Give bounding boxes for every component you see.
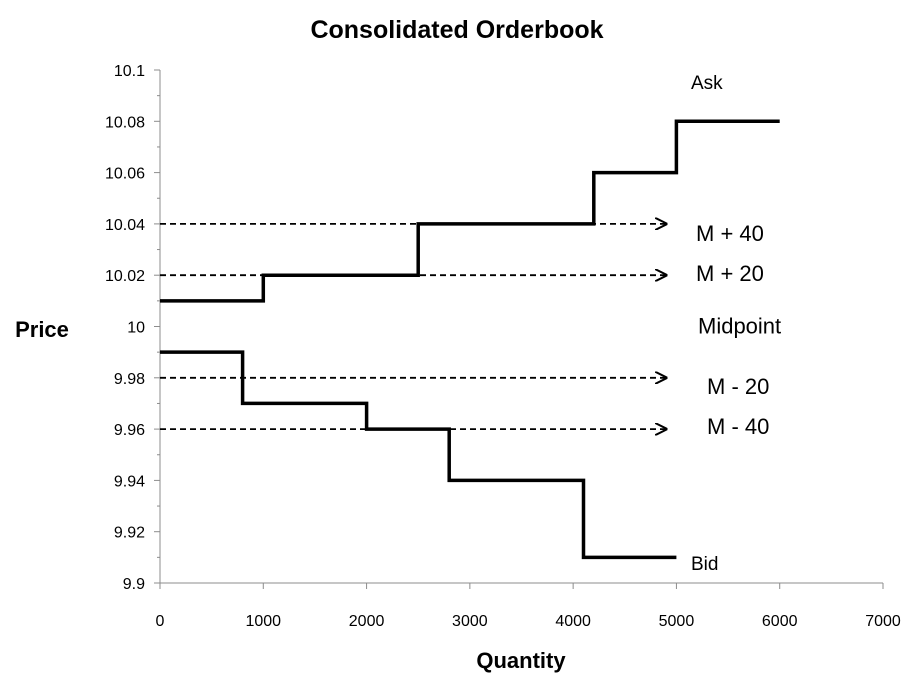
series-lines — [160, 119, 780, 560]
ref-line-label: M - 40 — [707, 414, 769, 439]
y-tick-label: 10.08 — [105, 114, 145, 131]
x-tick-label: 6000 — [762, 613, 798, 630]
ask-label: Ask — [691, 73, 723, 94]
annotations: Ask Midpoint Bid — [691, 73, 781, 575]
bid-label: Bid — [691, 554, 718, 575]
series-bid-line — [160, 350, 677, 560]
x-tick-label: 2000 — [349, 613, 385, 630]
reference-lines: M + 40 M + 20 M - 20 M - 40 — [160, 221, 769, 439]
ref-line-label: M + 20 — [696, 261, 764, 286]
x-tick-label: 4000 — [555, 613, 591, 630]
ref-line-label: M - 20 — [707, 374, 769, 399]
y-tick-label: 9.92 — [114, 525, 145, 542]
midpoint-label: Midpoint — [698, 314, 781, 339]
y-tick-label: 10.04 — [105, 217, 145, 234]
axes: 9.9 9.92 9.94 9.96 9.98 10 10.02 10.04 10.06 10.0… — [105, 63, 901, 630]
y-tick-label: 10 — [127, 320, 145, 337]
x-tick-label: 0 — [156, 613, 165, 630]
y-tick-label: 9.94 — [114, 473, 145, 490]
y-tick-label: 9.9 — [123, 576, 145, 593]
series-ask-line — [160, 119, 780, 303]
x-tick-label: 7000 — [865, 613, 901, 630]
x-tick-label: 5000 — [659, 613, 695, 630]
y-tick-label: 10.02 — [105, 268, 145, 285]
x-tick-label: 3000 — [452, 613, 488, 630]
y-axis-title: Price — [15, 317, 69, 342]
y-tick-label: 9.96 — [114, 422, 145, 439]
y-tick-label: 10.1 — [114, 63, 145, 80]
y-tick-label: 10.06 — [105, 166, 145, 183]
ref-line-label: M + 40 — [696, 221, 764, 246]
x-axis-title: Quantity — [476, 648, 566, 673]
y-tick-label: 9.98 — [114, 371, 145, 388]
chart-title: Consolidated Orderbook — [310, 16, 603, 44]
x-tick-label: 1000 — [245, 613, 281, 630]
